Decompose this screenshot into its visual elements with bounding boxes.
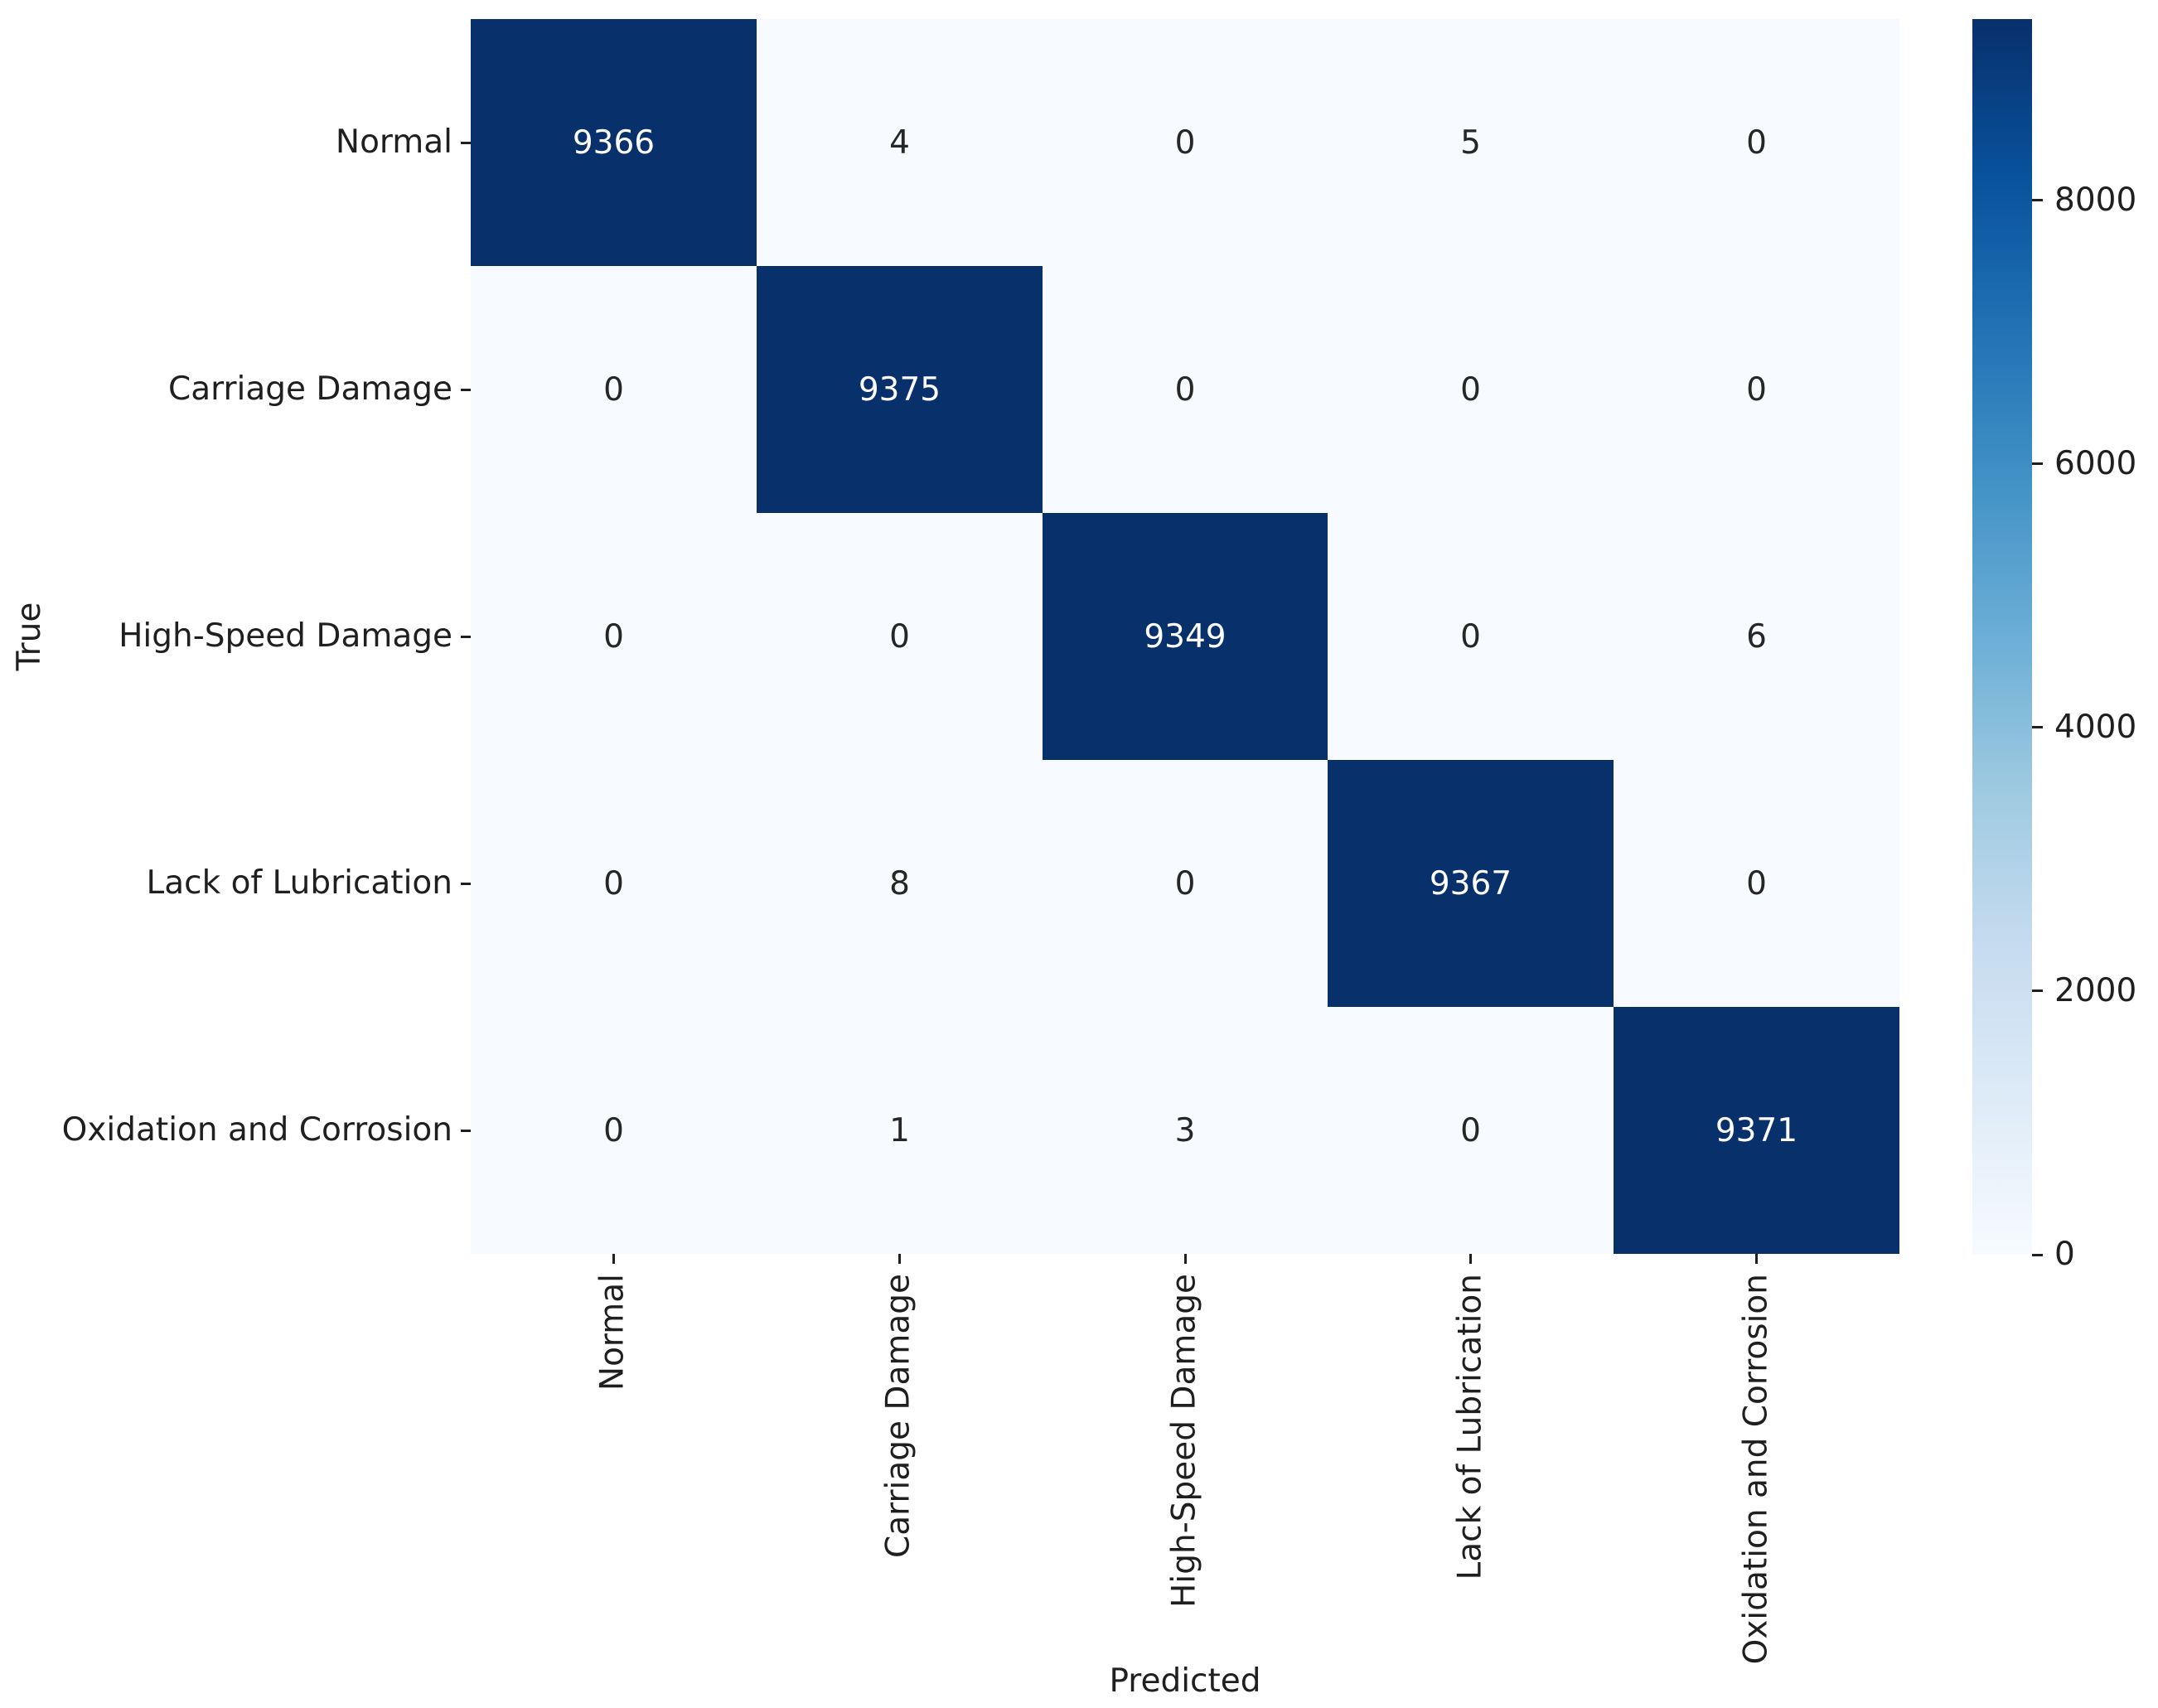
y-tick-label: Lack of Lubrication	[146, 864, 452, 902]
y-tick-label: High-Speed Damage	[119, 617, 452, 655]
heatmap-cell: 0	[1043, 760, 1328, 1007]
x-axis-title: Predicted	[1109, 1662, 1261, 1700]
y-tick-label: Carriage Damage	[168, 370, 452, 408]
cell-value: 0	[1746, 123, 1767, 162]
cell-value: 5	[1460, 123, 1481, 162]
cell-value: 0	[1460, 617, 1481, 656]
heatmap-cell: 9367	[1328, 760, 1614, 1007]
heatmap-cell: 8	[757, 760, 1043, 1007]
heatmap-cell: 9371	[1614, 1007, 1899, 1254]
cell-value: 0	[603, 864, 624, 902]
cell-value: 0	[603, 1111, 624, 1149]
heatmap-cell: 0	[1328, 513, 1614, 760]
y-axis-title: True	[11, 602, 48, 671]
heatmap-cell: 0	[471, 513, 757, 760]
cell-value: 9375	[858, 370, 941, 409]
cell-value: 3	[1174, 1111, 1196, 1149]
cell-value: 0	[1174, 123, 1196, 162]
cell-value: 0	[1460, 1111, 1481, 1149]
heatmap-cell: 0	[1614, 19, 1899, 266]
colorbar-tick-mark	[2032, 989, 2043, 993]
colorbar-tick-mark	[2032, 1253, 2043, 1256]
heatmap-cell: 9375	[757, 266, 1043, 513]
heatmap-cell: 0	[471, 266, 757, 513]
colorbar-tick-label: 4000	[2054, 708, 2137, 746]
y-tick-mark	[461, 635, 471, 638]
x-tick-mark	[1183, 1254, 1187, 1264]
heatmap-cell: 0	[1614, 760, 1899, 1007]
cell-value: 1	[889, 1111, 910, 1149]
x-tick-mark	[612, 1254, 615, 1264]
y-tick-label: Normal	[335, 123, 452, 161]
colorbar-tick-mark	[2032, 462, 2043, 466]
x-tick-label: Normal	[593, 1274, 631, 1391]
x-tick-mark	[1755, 1254, 1759, 1264]
heatmap-cell: 9349	[1043, 513, 1328, 760]
y-tick-mark	[461, 388, 471, 391]
x-tick-mark	[898, 1254, 901, 1264]
y-tick-label: Oxidation and Corrosion	[61, 1111, 452, 1149]
heatmap-cell: 0	[757, 513, 1043, 760]
heatmap-cell: 0	[471, 760, 757, 1007]
x-tick-label: Oxidation and Corrosion	[1737, 1274, 1775, 1665]
heatmap-cell: 0	[471, 1007, 757, 1254]
cell-value: 8	[889, 864, 910, 902]
cell-value: 0	[1746, 864, 1767, 902]
x-tick-label: Lack of Lubrication	[1451, 1274, 1489, 1580]
heatmap-cell: 0	[1043, 266, 1328, 513]
heatmap-cell: 0	[1328, 266, 1614, 513]
heatmap-cell: 3	[1043, 1007, 1328, 1254]
heatmap-cell: 0	[1043, 19, 1328, 266]
cell-value: 4	[889, 123, 910, 162]
cell-value: 0	[889, 617, 910, 656]
colorbar-tick-label: 8000	[2054, 181, 2137, 219]
cell-value: 0	[1174, 370, 1196, 409]
cell-value: 0	[1746, 370, 1767, 409]
colorbar-tick-label: 2000	[2054, 971, 2137, 1009]
x-tick-label: High-Speed Damage	[1165, 1274, 1203, 1608]
colorbar-tick-mark	[2032, 199, 2043, 202]
y-tick-mark	[461, 1129, 471, 1132]
cell-value: 6	[1746, 617, 1767, 656]
heatmap-cell: 0	[1328, 1007, 1614, 1254]
colorbar-tick-label: 0	[2054, 1236, 2075, 1273]
heatmap-cell: 9366	[471, 19, 757, 266]
heatmap-cell: 0	[1614, 266, 1899, 513]
cell-value: 0	[1460, 370, 1481, 409]
y-tick-mark	[461, 882, 471, 885]
cell-value: 0	[603, 370, 624, 409]
x-tick-label: Carriage Damage	[879, 1274, 917, 1558]
cell-value: 9366	[572, 123, 656, 162]
colorbar	[1972, 19, 2032, 1255]
colorbar-tick-label: 6000	[2054, 444, 2137, 482]
y-tick-mark	[461, 141, 471, 144]
heatmap-cell: 6	[1614, 513, 1899, 760]
heatmap-cell: 4	[757, 19, 1043, 266]
colorbar-tick-mark	[2032, 726, 2043, 729]
cell-value: 0	[603, 617, 624, 656]
cell-value: 9367	[1429, 864, 1512, 902]
heatmap-grid: 9366 4 0 5 0 0 9375 0 0 0 0 0 9349 0 6 0 8 0 9367 0 0 1 3 0 9371	[471, 19, 1899, 1254]
cell-value: 9371	[1715, 1111, 1798, 1149]
cell-value: 9349	[1144, 617, 1227, 656]
cell-value: 0	[1174, 864, 1196, 902]
heatmap-cell: 5	[1328, 19, 1614, 266]
x-tick-mark	[1469, 1254, 1473, 1264]
heatmap-cell: 1	[757, 1007, 1043, 1254]
